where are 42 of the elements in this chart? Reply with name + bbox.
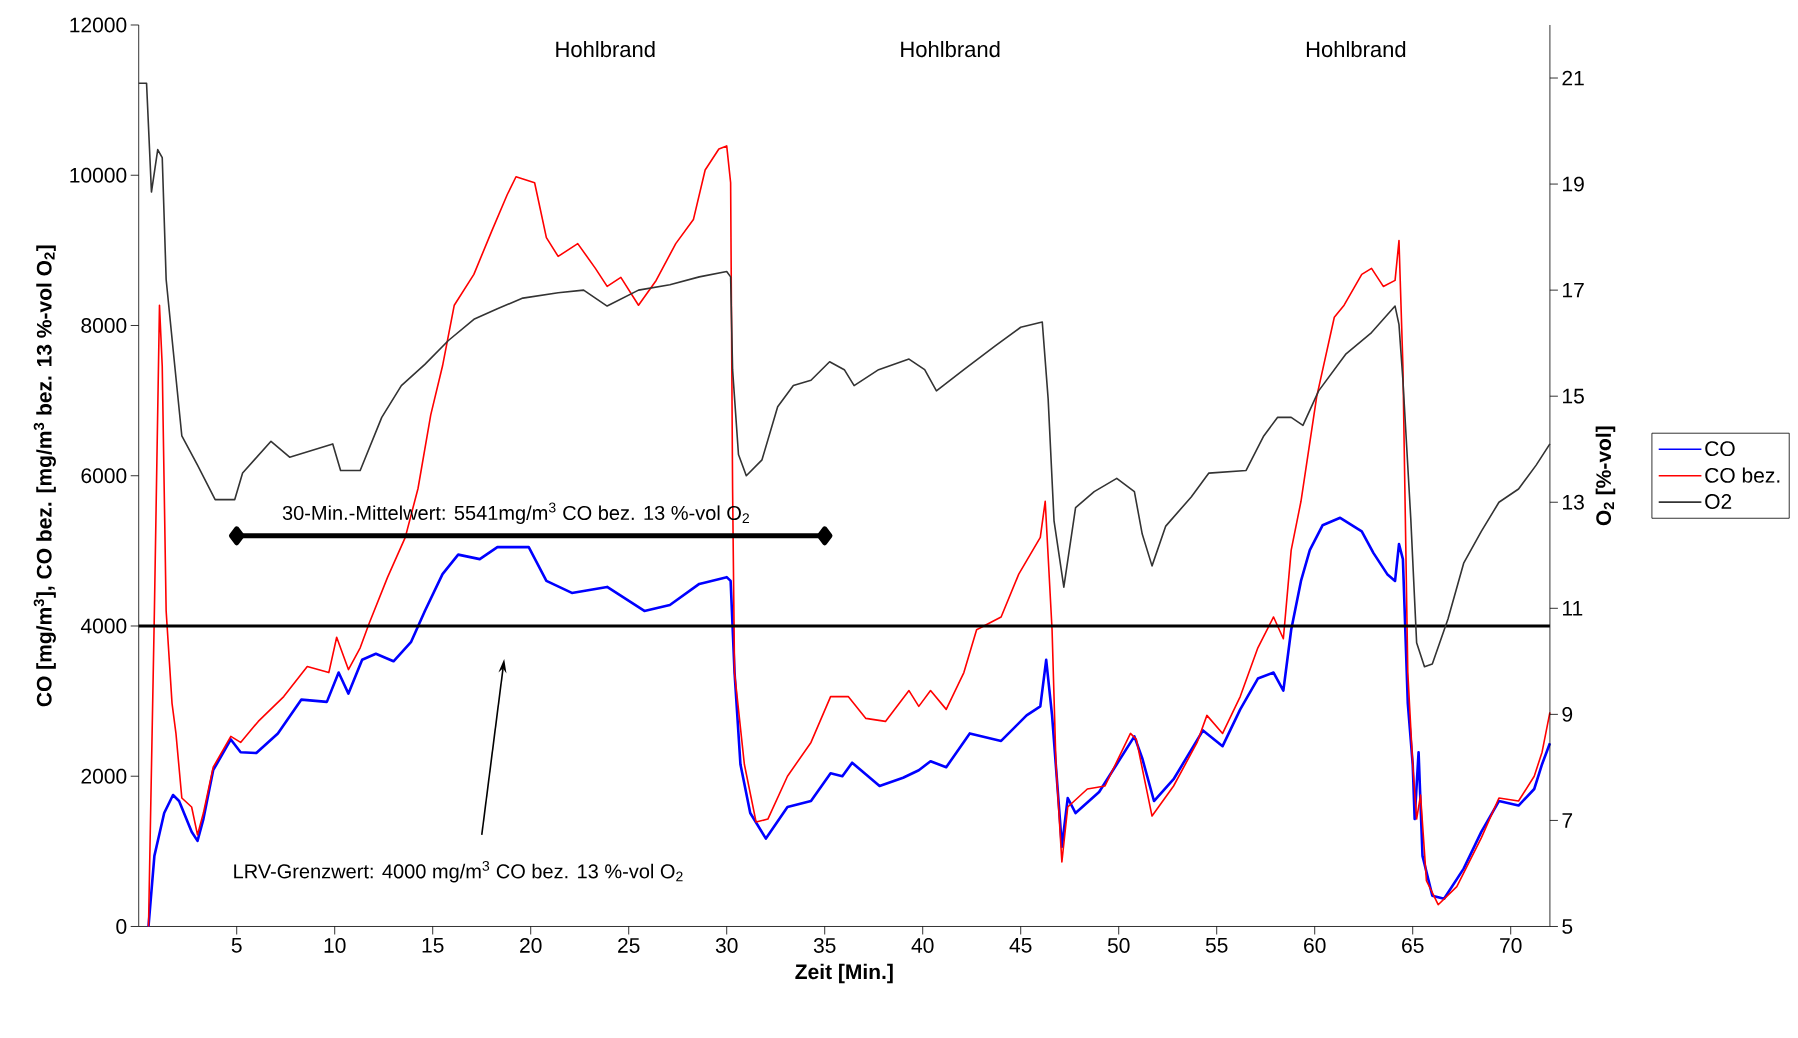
x-tick-label: 45: [1009, 938, 1032, 953]
y2-tick-label: 11: [1563, 601, 1583, 616]
x-tick-label: 10: [324, 938, 346, 953]
x-tick-label: 40: [911, 938, 934, 953]
y-tick-label: 10000: [70, 167, 127, 183]
x-tick-label: 20: [520, 938, 542, 953]
x-tick-label: 55: [1205, 938, 1228, 953]
x-axis-title: Zeit [Min.]: [795, 963, 893, 984]
y2-tick-label: 13: [1563, 494, 1584, 510]
x-tick-label: 5: [231, 938, 242, 953]
annotation: Hohlbrand: [1306, 40, 1406, 58]
legend-label: CO bez.: [1705, 467, 1780, 483]
y-tick-label: 4000: [80, 618, 127, 634]
annotation: LRV-Grenzwert: 4000 mg/m$^{3}$ CO bez. 13 %-vol O$_{2}$: [234, 860, 683, 883]
annotation: Hohlbrand: [556, 40, 655, 58]
y2-tick-label: 5: [1562, 919, 1573, 934]
y2-tick-label: 7: [1562, 813, 1573, 828]
y-tick-label: 0: [116, 919, 127, 934]
y2-axis-title: O$_{2}$ [%-vol]: [1595, 426, 1616, 526]
y2-tick-label: 9: [1562, 706, 1573, 722]
y2-tick-label: 15: [1563, 388, 1584, 404]
annotation: Hohlbrand: [901, 40, 1000, 58]
y-axis-title: CO [mg/m$^{3}$], CO bez. [mg/m$^{3}$ bez. 13 %-vol O$_{2}$]: [33, 245, 56, 707]
x-tick-label: 60: [1304, 938, 1326, 953]
y2-tick-label: 17: [1563, 282, 1584, 298]
x-tick-label: 50: [1107, 938, 1130, 953]
x-tick-label: 15: [422, 938, 444, 953]
y-tick-label: 8000: [81, 318, 127, 333]
line-series: [147, 145, 1551, 928]
legend-label: O2: [1705, 494, 1732, 509]
x-tick-label: 25: [618, 938, 640, 953]
x-tick-label: 35: [813, 938, 836, 953]
y2-tick-label: 19: [1563, 176, 1584, 192]
x-tick-label: 70: [1500, 938, 1522, 953]
y-tick-label: 6000: [81, 468, 127, 484]
y2-tick-label: 21: [1562, 70, 1584, 86]
x-tick-label: 65: [1402, 938, 1424, 953]
y-tick-label: 12000: [70, 17, 127, 33]
y-tick-label: 2000: [81, 768, 127, 784]
legend-label: CO: [1705, 441, 1735, 457]
line-series: [137, 82, 1551, 668]
x-tick-label: 30: [715, 938, 738, 953]
